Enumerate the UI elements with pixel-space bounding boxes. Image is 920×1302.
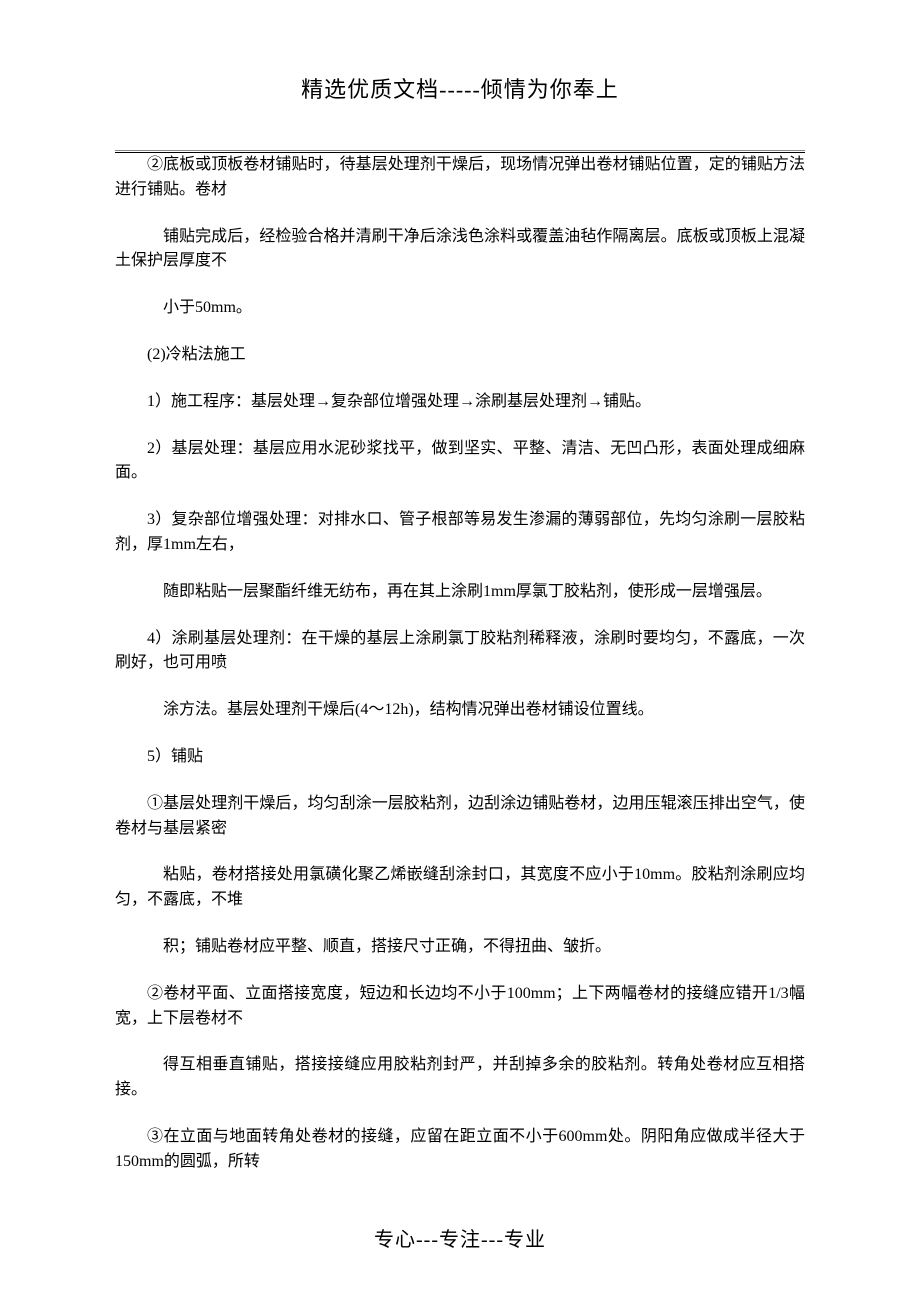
page-footer: 专心---专注---专业 bbox=[0, 1223, 920, 1252]
paragraph: 涂方法。基层处理剂干燥后(4～12h)，结构情况弹出卷材铺设位置线。 bbox=[115, 698, 805, 723]
document-page: 精选优质文档-----倾情为你奉上 ②底板或顶板卷材铺贴时，待基层处理剂干燥后，… bbox=[0, 0, 920, 1237]
paragraph: 3）复杂部位增强处理：对排水口、管子根部等易发生渗漏的薄弱部位，先均匀涂刷一层胶… bbox=[115, 508, 805, 558]
paragraph: 小于50mm。 bbox=[115, 296, 805, 321]
paragraph: 得互相垂直铺贴，搭接接缝应用胶粘剂封严，并刮掉多余的胶粘剂。转角处卷材应互相搭接… bbox=[115, 1053, 805, 1103]
header-title: 精选优质文档-----倾情为你奉上 bbox=[115, 72, 805, 110]
paragraph: (2)冷粘法施工 bbox=[115, 343, 805, 368]
paragraph: 5）铺贴 bbox=[115, 745, 805, 770]
paragraph: 随即粘贴一层聚酯纤维无纺布，再在其上涂刷1mm厚氯丁胶粘剂，使形成一层增强层。 bbox=[115, 580, 805, 605]
paragraph: 积；铺贴卷材应平整、顺直，搭接尺寸正确，不得扭曲、皱折。 bbox=[115, 935, 805, 960]
page-header: 精选优质文档-----倾情为你奉上 bbox=[115, 72, 805, 153]
paragraph: ①基层处理剂干燥后，均匀刮涂一层胶粘剂，边刮涂边铺贴卷材，边用压辊滚压排出空气，… bbox=[115, 792, 805, 842]
paragraph: 粘贴，卷材搭接处用氯磺化聚乙烯嵌缝刮涂封口，其宽度不应小于10mm。胶粘剂涂刷应… bbox=[115, 863, 805, 913]
paragraph: ②底板或顶板卷材铺贴时，待基层处理剂干燥后，现场情况弹出卷材铺贴位置，定的铺贴方… bbox=[115, 153, 805, 203]
paragraph: ②卷材平面、立面搭接宽度，短边和长边均不小于100mm；上下两幅卷材的接缝应错开… bbox=[115, 982, 805, 1032]
paragraph: 1）施工程序：基层处理→复杂部位增强处理→涂刷基层处理剂→铺贴。 bbox=[115, 390, 805, 415]
paragraph: 4）涂刷基层处理剂：在干燥的基层上涂刷氯丁胶粘剂稀释液，涂刷时要均匀，不露底，一… bbox=[115, 627, 805, 677]
paragraph: ③在立面与地面转角处卷材的接缝，应留在距立面不小于600mm处。阴阳角应做成半径… bbox=[115, 1125, 805, 1175]
paragraph: 铺贴完成后，经检验合格并清刷干净后涂浅色涂料或覆盖油毡作隔离层。底板或顶板上混凝… bbox=[115, 225, 805, 275]
paragraph: 2）基层处理：基层应用水泥砂浆找平，做到坚实、平整、清洁、无凹凸形，表面处理成细… bbox=[115, 437, 805, 487]
document-content: ②底板或顶板卷材铺贴时，待基层处理剂干燥后，现场情况弹出卷材铺贴位置，定的铺贴方… bbox=[115, 153, 805, 1175]
